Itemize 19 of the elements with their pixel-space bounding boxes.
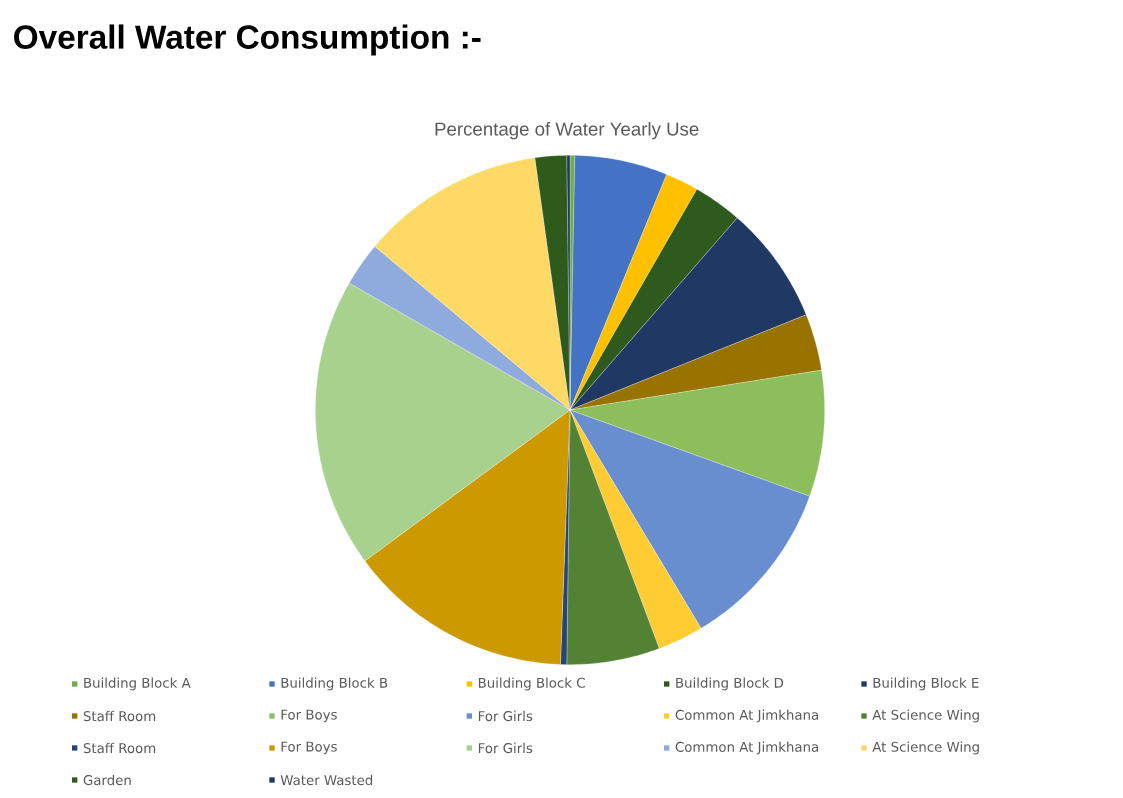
legend-label: Building Block D <box>676 677 784 691</box>
legend-label: Common At Jimkhana <box>675 709 818 723</box>
legend-label: For Girls <box>478 742 533 754</box>
chart-title: Overall Water Consumption :- <box>14 24 481 56</box>
legend-label: Building Block A <box>84 677 191 691</box>
legend-label: At Science Wing <box>872 709 979 723</box>
legend-label: Building Block C <box>478 677 585 691</box>
legend-label: Staff Room <box>83 710 156 722</box>
chart-subtitle: Percentage of Water Yearly Use <box>435 121 699 140</box>
legend-label: At Science Wing <box>872 741 979 755</box>
legend-label: Building Block E <box>873 677 979 691</box>
legend-label: Common At Jimkhana <box>675 741 818 755</box>
legend-label: Building Block B <box>281 677 388 691</box>
legend-label: For Girls <box>478 710 533 722</box>
legend-label: Water Wasted <box>280 774 373 786</box>
legend-label: For Boys <box>281 741 337 755</box>
legend-label: For Boys <box>281 709 337 723</box>
legend-label: Staff Room <box>83 742 156 754</box>
legend-label: Garden <box>83 774 131 786</box>
